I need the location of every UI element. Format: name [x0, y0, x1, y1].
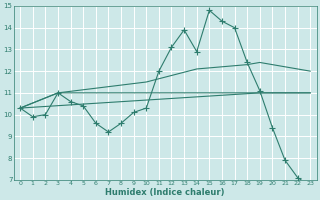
- X-axis label: Humidex (Indice chaleur): Humidex (Indice chaleur): [106, 188, 225, 197]
